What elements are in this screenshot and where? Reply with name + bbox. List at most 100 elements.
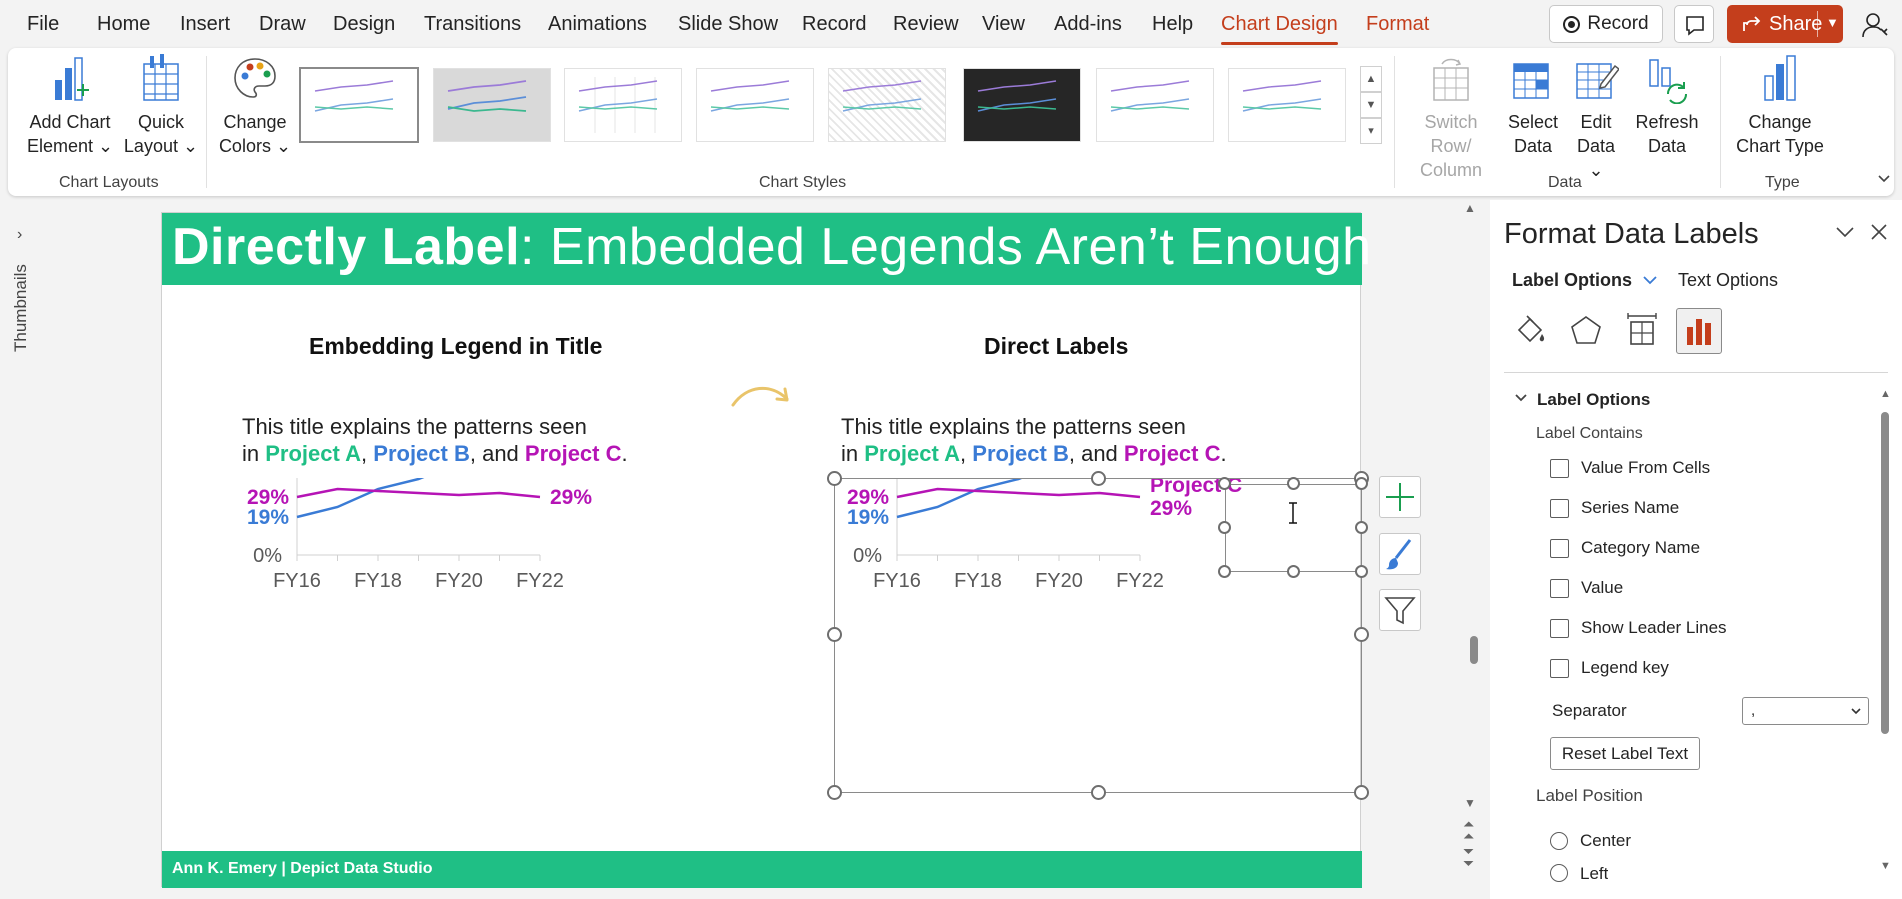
right-chart-title[interactable]: Direct Labels — [984, 333, 1129, 359]
previous-slide-icon[interactable]: ⏶ ⏶ — [1463, 816, 1475, 844]
slide-scrollbar-thumb[interactable] — [1470, 636, 1478, 664]
chart-style-5[interactable] — [828, 68, 946, 142]
resize-handle[interactable] — [827, 785, 842, 800]
checkbox-show-leader-lines[interactable]: Show Leader Lines — [1550, 616, 1727, 640]
edit-data-button[interactable]: Edit Data ⌄ — [1568, 54, 1624, 182]
menu-record[interactable]: Record — [802, 13, 867, 35]
quick-layout-button[interactable]: Quick Layout ⌄ — [118, 54, 204, 158]
thumbnails-label[interactable]: Thumbnails — [11, 264, 30, 352]
radio-button[interactable] — [1550, 832, 1568, 850]
label-handle[interactable] — [1218, 565, 1231, 578]
change-chart-type-button[interactable]: Change Chart Type — [1730, 54, 1830, 158]
label-handle[interactable] — [1355, 565, 1368, 578]
label-handle[interactable] — [1355, 477, 1368, 490]
chart-styles-button[interactable] — [1379, 533, 1421, 575]
ribbon-collapse-icon[interactable] — [1876, 170, 1892, 186]
checkbox[interactable] — [1550, 658, 1569, 678]
menu-format[interactable]: Format — [1366, 13, 1430, 35]
tab-label-options[interactable]: Label Options — [1512, 270, 1633, 290]
scroll-up-arrow[interactable]: ▲ — [1464, 201, 1476, 215]
menu-animations[interactable]: Animations — [548, 13, 647, 35]
chart-style-4[interactable] — [696, 68, 814, 142]
chart-filters-button[interactable] — [1379, 589, 1421, 631]
menu-transitions[interactable]: Transitions — [424, 13, 522, 35]
label-handle[interactable] — [1355, 521, 1368, 534]
checkbox-series-name[interactable]: Series Name — [1550, 496, 1679, 520]
chart-style-3[interactable] — [564, 68, 682, 142]
menu-help[interactable]: Help — [1152, 13, 1194, 35]
left-chart-title[interactable]: Embedding Legend in Title — [309, 333, 603, 359]
chevron-right-icon[interactable]: › — [17, 226, 23, 243]
chevron-down-icon[interactable] — [1514, 391, 1528, 405]
checkbox-value[interactable]: Value — [1550, 576, 1623, 600]
refresh-data-button[interactable]: Refresh Data — [1630, 54, 1704, 158]
radio-center[interactable]: Center — [1550, 829, 1631, 853]
resize-handle[interactable] — [1091, 471, 1106, 486]
left-line-chart[interactable]: 100%0%FY16FY18FY20FY2266%86%19%55%29%29% — [222, 478, 762, 778]
switch-row-column-button[interactable]: Switch Row/ Column — [1402, 54, 1500, 182]
fill-line-tab[interactable] — [1507, 308, 1553, 354]
label-options-tab[interactable] — [1676, 308, 1722, 354]
checkbox[interactable] — [1550, 618, 1569, 638]
menu-insert[interactable]: Insert — [180, 13, 231, 35]
footer-text[interactable]: Ann K. Emery | Depict Data Studio — [172, 860, 433, 877]
chart-elements-button[interactable] — [1379, 476, 1421, 518]
right-line-chart[interactable]: 100%0%FY16FY18FY20FY2266%Project A86%19%… — [822, 478, 1362, 778]
right-chart-subtitle[interactable]: This title explains the patterns seen in… — [841, 413, 1227, 467]
tab-text-options[interactable]: Text Options — [1678, 270, 1779, 290]
menu-design[interactable]: Design — [333, 13, 396, 35]
radio-button[interactable] — [1550, 864, 1568, 882]
chevron-down-icon[interactable] — [1833, 220, 1857, 244]
pane-scrollbar-thumb[interactable] — [1881, 412, 1889, 734]
radio-left[interactable]: Left — [1550, 864, 1608, 882]
chart-style-2[interactable] — [433, 68, 551, 142]
menu-review[interactable]: Review — [893, 13, 959, 35]
next-slide-icon[interactable]: ⏷ ⏷ — [1463, 843, 1475, 871]
size-properties-tab[interactable] — [1619, 308, 1665, 354]
menu-add-ins[interactable]: Add-ins — [1054, 13, 1122, 35]
separator-dropdown[interactable]: , — [1742, 697, 1869, 725]
person-icon[interactable] — [1860, 10, 1890, 40]
checkbox[interactable] — [1550, 458, 1569, 478]
chart-style-7[interactable] — [1096, 68, 1214, 142]
resize-handle[interactable] — [1354, 627, 1369, 642]
menu-file[interactable]: File — [27, 13, 60, 35]
menu-chart-design[interactable]: Chart Design — [1221, 13, 1338, 45]
chart-style-6[interactable] — [963, 68, 1081, 142]
resize-handle[interactable] — [827, 627, 842, 642]
reset-label-text-button[interactable]: Reset Label Text — [1550, 737, 1700, 770]
checkbox-category-name[interactable]: Category Name — [1550, 536, 1700, 560]
scroll-up-arrow[interactable]: ▲ — [1880, 388, 1891, 400]
scroll-down-arrow[interactable]: ▼ — [1880, 860, 1891, 872]
checkbox[interactable] — [1550, 538, 1569, 558]
chart-style-1[interactable] — [299, 67, 419, 143]
checkbox[interactable] — [1550, 578, 1569, 598]
select-data-button[interactable]: Select Data — [1504, 54, 1562, 158]
chart-styles-scroll-down[interactable]: ▼ — [1360, 92, 1382, 118]
slide-title[interactable]: Directly Label: Embedded Legends Aren’t … — [172, 217, 1372, 277]
add-chart-element-button[interactable]: Add Chart Element ⌄ — [22, 54, 118, 158]
resize-handle[interactable] — [1354, 785, 1369, 800]
chart-style-8[interactable] — [1228, 68, 1346, 142]
section-label-options[interactable]: Label Options — [1537, 390, 1651, 409]
effects-tab[interactable] — [1563, 308, 1609, 354]
left-chart-subtitle[interactable]: This title explains the patterns seen in… — [242, 413, 628, 467]
resize-handle[interactable] — [1091, 785, 1106, 800]
change-colors-button[interactable]: Change Colors ⌄ — [212, 54, 298, 158]
label-handle[interactable] — [1287, 565, 1300, 578]
label-handle[interactable] — [1218, 477, 1231, 490]
checkbox-legend-key[interactable]: Legend key — [1550, 656, 1669, 680]
close-icon[interactable] — [1867, 220, 1891, 244]
menu-slide-show[interactable]: Slide Show — [678, 13, 779, 35]
label-handle[interactable] — [1287, 477, 1300, 490]
chevron-down-icon[interactable] — [1641, 272, 1659, 288]
checkbox[interactable] — [1550, 498, 1569, 518]
share-button[interactable]: Share ▼ — [1727, 5, 1843, 43]
menu-home[interactable]: Home — [97, 13, 151, 35]
chart-styles-more[interactable]: ▾ — [1360, 118, 1382, 144]
record-button[interactable]: Record — [1549, 5, 1663, 43]
resize-handle[interactable] — [827, 471, 842, 486]
scroll-down-arrow[interactable]: ▼ — [1464, 796, 1476, 810]
data-label-selection-frame[interactable] — [1225, 484, 1362, 572]
label-handle[interactable] — [1218, 521, 1231, 534]
